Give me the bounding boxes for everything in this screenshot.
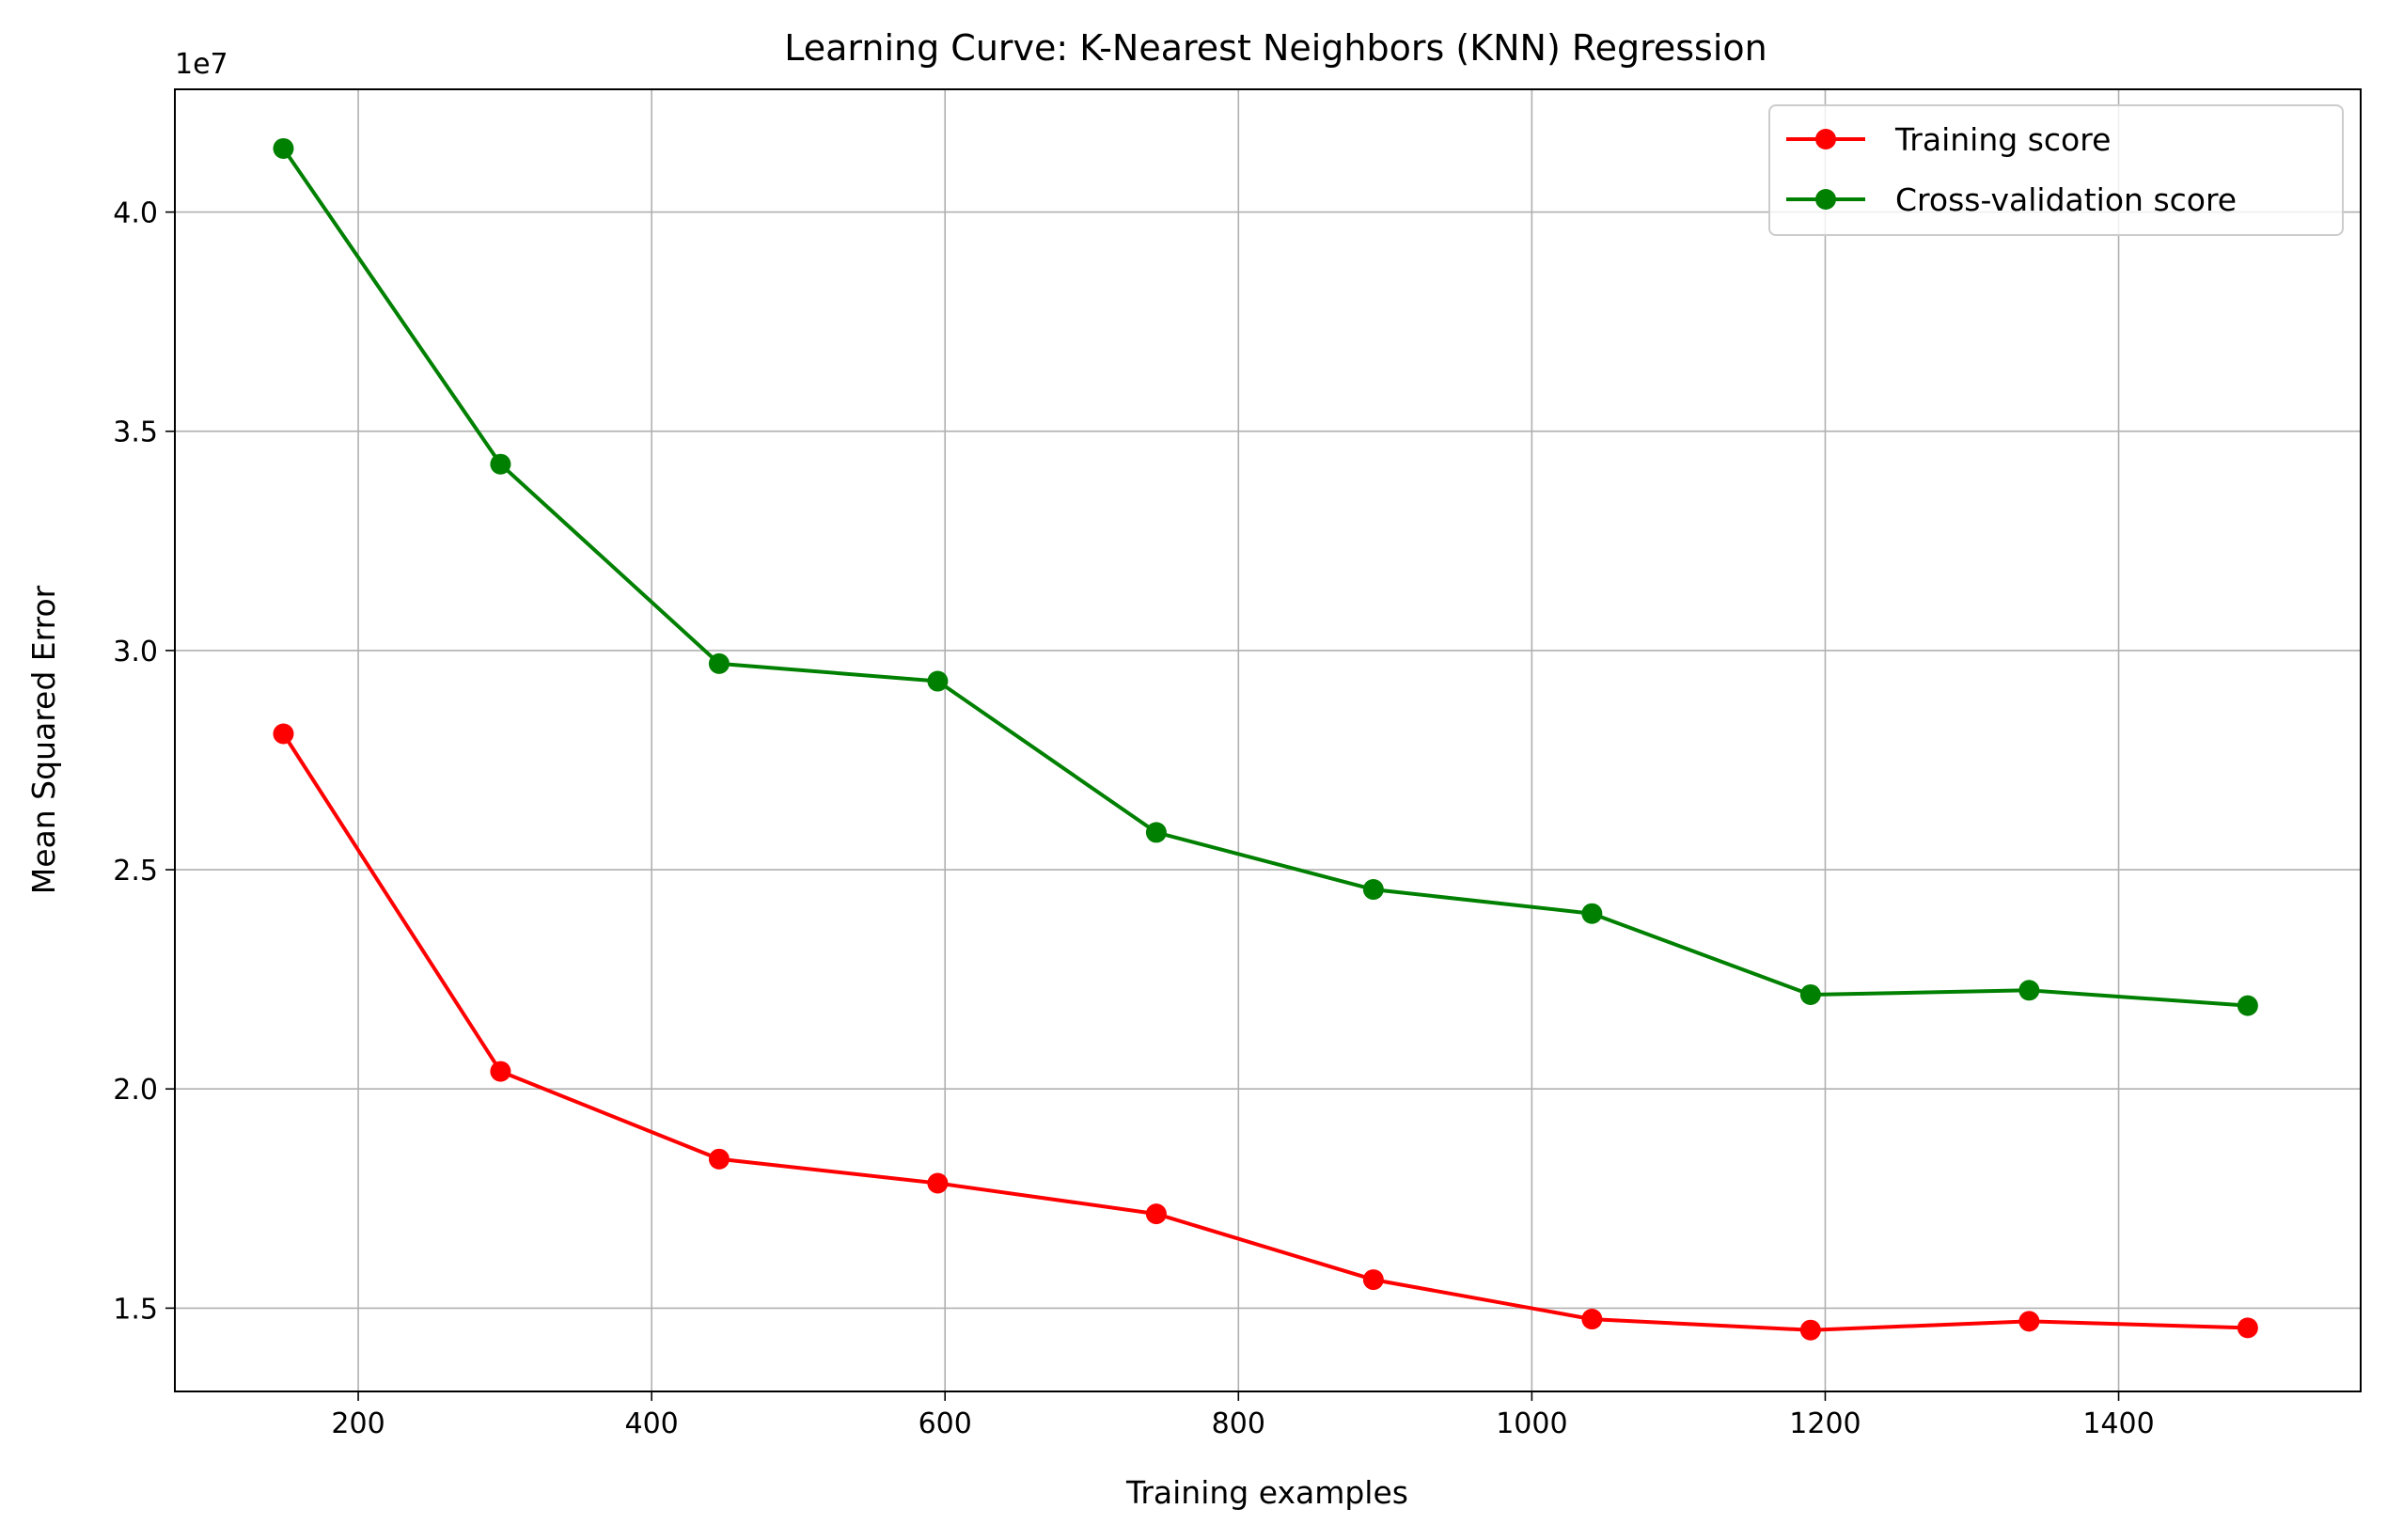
series-line-training-score [281,732,2248,1332]
data-point-training-score [1362,1269,1384,1291]
data-point-training-score [273,723,294,745]
plot-frame [174,88,2362,1392]
legend: Training score Cross-validation score [1768,104,2344,236]
y-tick-label: 3.0 [113,636,158,668]
series-layer [273,137,2258,1341]
data-point-training-score [490,1061,511,1082]
data-point-training-score [1145,1203,1167,1225]
x-tick-label: 200 [331,1407,385,1440]
legend-label-training: Training score [1894,121,2111,158]
x-tick-label: 800 [1212,1407,1265,1440]
data-point-training-score [2237,1317,2258,1339]
data-point-cross-validation-score [1799,983,1821,1005]
data-point-cross-validation-score [1581,903,1603,924]
x-axis-label: Training examples [1125,1474,1408,1511]
y-offset-text: 1e7 [175,48,228,81]
x-tick-label: 1000 [1496,1407,1567,1440]
data-point-cross-validation-score [2018,980,2040,1001]
data-point-cross-validation-score [1145,822,1167,843]
legend-box [1768,104,2344,236]
data-point-training-score [1581,1309,1603,1330]
data-point-cross-validation-score [2237,995,2258,1016]
chart-title: Learning Curve: K-Nearest Neighbors (KNN… [784,27,1767,69]
x-tick-label: 600 [919,1407,972,1440]
y-tick-label: 3.5 [113,416,158,449]
data-point-cross-validation-score [490,453,511,475]
y-tick-label: 2.0 [113,1074,158,1107]
y-tick-label: 2.5 [113,855,158,888]
x-tick-label: 400 [624,1407,678,1440]
data-point-cross-validation-score [1362,879,1384,901]
data-point-cross-validation-score [273,137,294,159]
legend-marker-cross-validation [1815,189,1836,210]
data-point-training-score [1799,1319,1821,1341]
data-point-training-score [708,1148,730,1170]
series-line-cross-validation-score [281,147,2248,1008]
legend-marker-training [1815,129,1836,149]
x-tick-label: 1200 [1789,1407,1861,1440]
y-tick-label: 1.5 [113,1293,158,1326]
x-tick-label: 1400 [2082,1407,2154,1440]
data-point-training-score [927,1172,949,1194]
y-tick-label: 4.0 [113,197,158,230]
data-point-cross-validation-score [708,652,730,674]
data-point-training-score [2018,1311,2040,1332]
y-axis-label: Mean Squared Error [25,585,62,894]
tick-layer: 200 400 600 800 1000 1200 1400 1.5 2.0 2.5 3.0 3.5 4… [113,197,2154,1440]
data-point-cross-validation-score [927,670,949,692]
legend-label-cross-validation: Cross-validation score [1895,181,2237,218]
grid-layer [175,89,2361,1391]
